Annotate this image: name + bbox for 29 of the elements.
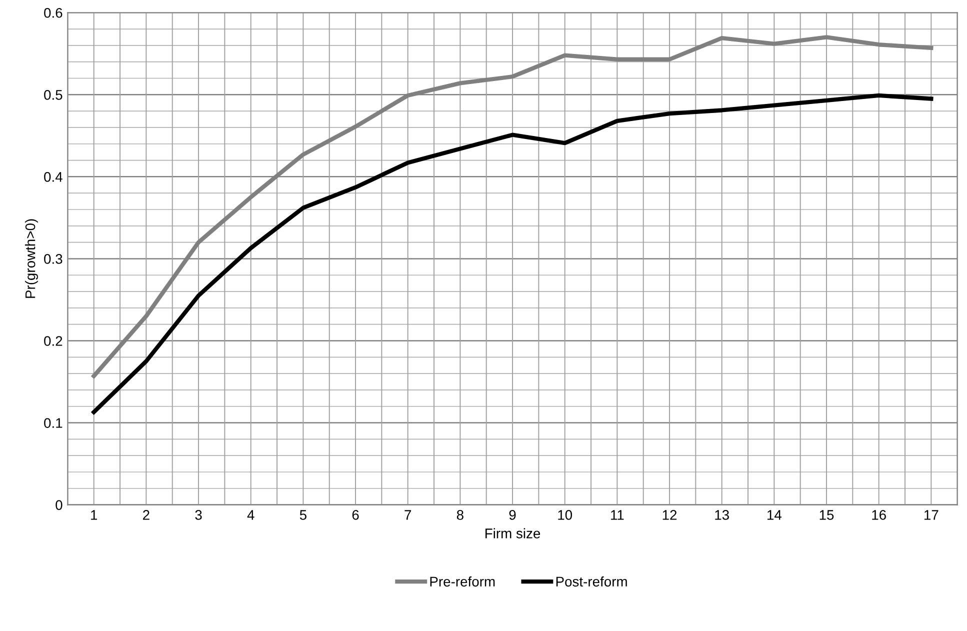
y-tick-label: 0.1 xyxy=(44,418,62,428)
x-tick-label: 10 xyxy=(558,510,572,520)
y-tick-label: 0.5 xyxy=(44,90,62,100)
x-tick-label: 4 xyxy=(247,510,254,520)
y-axis-title: Pr(growth>0) xyxy=(25,219,38,298)
legend-label: Post-reform xyxy=(556,576,627,587)
x-tick-label: 9 xyxy=(509,510,516,520)
legend-label: Pre-reform xyxy=(430,576,495,587)
x-tick-label: 15 xyxy=(820,510,834,520)
x-tick-label: 16 xyxy=(872,510,886,520)
x-tick-label: 2 xyxy=(143,510,150,520)
x-tick-label: 7 xyxy=(404,510,412,520)
x-tick-label: 17 xyxy=(924,510,938,520)
x-tick-label: 1 xyxy=(91,510,98,520)
x-tick-label: 11 xyxy=(611,510,624,520)
y-tick-label: 0.4 xyxy=(44,172,62,182)
x-tick-label: 3 xyxy=(195,510,202,520)
x-tick-label: 8 xyxy=(456,510,464,520)
x-axis-title: Firm size xyxy=(485,528,540,538)
y-tick-label: 0.3 xyxy=(44,254,62,264)
x-tick-label: 5 xyxy=(300,510,306,520)
x-tick-label: 13 xyxy=(715,510,729,520)
y-tick-label: 0.6 xyxy=(44,8,62,18)
y-tick-label: 0.2 xyxy=(44,336,62,346)
x-tick-label: 14 xyxy=(768,510,782,520)
x-tick-label: 12 xyxy=(662,510,677,520)
x-tick-label: 6 xyxy=(352,510,359,520)
line-series xyxy=(92,93,934,414)
y-tick-label: 0 xyxy=(56,500,62,510)
